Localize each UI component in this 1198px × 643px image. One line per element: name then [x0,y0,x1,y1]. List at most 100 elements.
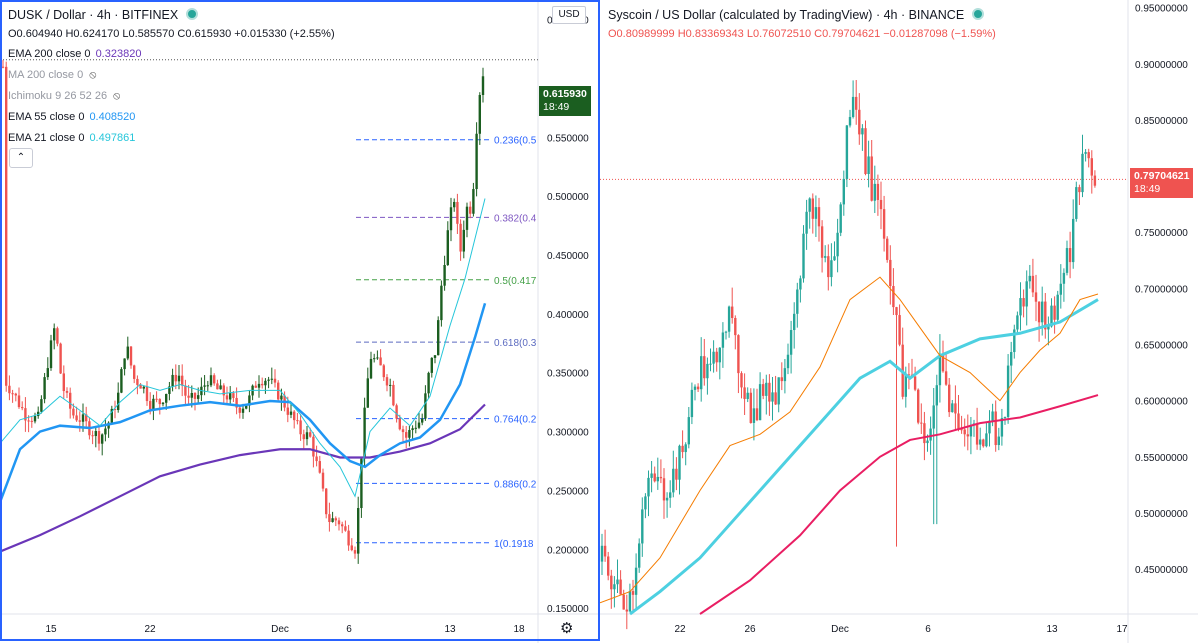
candle-body [966,434,969,437]
candle-body [975,423,979,445]
candle-body [830,260,833,278]
candle-body [465,206,469,230]
candle-body [5,66,8,386]
x-axis-tick-label: 18 [513,624,525,635]
candle-body [762,384,765,396]
candle-body [793,313,796,331]
candle-body [861,128,864,135]
y-axis-tick-label: 0.95000000 [1135,4,1188,15]
syscoin-chart-pane[interactable]: 0.95000000 0.90000000 0.85000000 0.75000000… [600,0,1198,643]
ema21-line [600,276,1099,604]
candle-body [376,357,379,359]
candle-body [669,492,672,498]
y-axis-tick-label: 0.65000000 [1135,340,1188,351]
candle-body [171,374,174,387]
indicator-row[interactable]: EMA 200 close 0 0.323820 [8,44,335,65]
candle-body [401,429,405,433]
candle-body [1087,152,1090,159]
candle-body [46,368,49,378]
candle-body [839,204,842,233]
indicator-row[interactable]: MA 200 close 0 ⦸ [8,65,335,86]
candle-body [653,473,656,482]
candle-body [369,358,373,379]
candle-body [373,358,376,360]
candle-body [261,383,264,386]
candle-body [174,374,177,382]
candle-body [81,414,85,422]
candle-body [954,403,957,414]
candle-body [913,376,917,390]
candle-body [417,422,421,428]
candle-body [1,66,5,68]
y-axis-tick-label: 0.550000 [547,133,589,144]
candle-body [293,411,296,421]
candle-body [1056,294,1059,320]
candle-body [49,340,53,369]
x-axis-tick-label: 13 [444,624,456,635]
indicator-row[interactable]: EMA 55 close 0 0.408520 [8,107,335,128]
hidden-eye-icon[interactable]: ⦸ [89,68,97,81]
candle-body [855,96,858,110]
indicator-value: 0.497861 [89,131,136,144]
candle-body [222,385,225,396]
candle-body [1006,365,1010,418]
hidden-eye-icon[interactable]: ⦸ [113,89,121,102]
candle-body [366,378,369,408]
candle-body [1068,248,1072,263]
syscoin-chart-canvas[interactable]: 0.95000000 0.90000000 0.85000000 0.75000000… [600,0,1198,643]
currency-button[interactable]: USD [552,6,586,24]
candle-body [833,256,836,261]
candle-body [755,408,759,421]
candle-body [607,556,610,576]
chevron-up-icon[interactable]: ⌃ [9,148,33,168]
y-axis-tick-label: 0.150000 [547,604,589,615]
candle-body [190,392,193,398]
candle-body [270,378,273,380]
candle-body [1062,272,1066,284]
candle-body [8,385,11,394]
syscoin-symbol-title[interactable]: Syscoin / US Dollar (calculated by Tradi… [608,8,965,22]
candle-body [225,395,229,400]
candle-body [737,335,740,374]
candle-body [610,575,613,590]
candle-body [59,343,62,374]
y-axis-tick-label: 0.500000 [547,192,589,203]
gear-icon[interactable]: ⚙ [560,620,574,637]
y-axis-tick-label: 0.60000000 [1135,397,1188,408]
candle-body [75,415,78,421]
candle-body [845,125,849,179]
candle-body [289,411,293,415]
y-axis-tick-label: 0.350000 [547,369,589,380]
x-axis-tick-label: 15 [45,624,57,635]
candle-body [709,363,712,365]
candle-body [318,461,321,473]
candle-body [963,429,966,435]
dusk-chart-pane[interactable]: 0.6500000.5500000.5000000.4500000.400000… [0,0,600,643]
candle-body [805,211,808,234]
syscoin-countdown: 18:49 [1134,183,1161,195]
candle-body [944,371,948,385]
candle-body [475,133,478,190]
candle-body [398,418,401,430]
candle-body [979,439,982,445]
candle-body [892,286,895,308]
candle-body [1065,248,1069,273]
candle-body [777,377,780,405]
candle-body [858,109,861,135]
candle-body [94,431,97,437]
candle-body [994,411,997,446]
dusk-chart-canvas[interactable]: 0.6500000.5500000.5000000.4500000.400000… [0,0,600,643]
candle-body [638,543,641,568]
syscoin-last-price: 0.79704621 [1134,170,1190,182]
candle-body [882,209,886,239]
candle-body [165,393,168,403]
indicator-row[interactable]: Ichimoku 9 26 52 26 ⦸ [8,86,335,107]
indicator-row[interactable]: EMA 21 close 0 0.497861 [8,128,335,149]
candle-body [1084,152,1087,154]
x-axis-tick-label: 6 [925,624,931,635]
candle-body [622,594,625,610]
dusk-symbol-title[interactable]: DUSK / Dollar · 4h · BITFINEX [8,8,179,22]
candle-body [85,414,88,422]
candle-body [286,407,289,415]
candle-body [746,392,749,399]
